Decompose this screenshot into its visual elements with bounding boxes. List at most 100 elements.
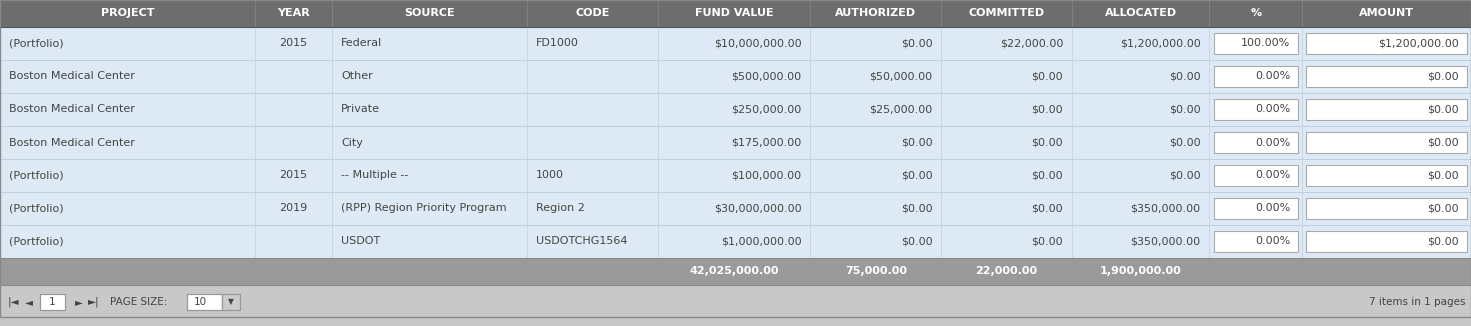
Bar: [1306, 165, 1467, 186]
Text: PAGE SIZE:: PAGE SIZE:: [110, 297, 168, 307]
Text: (Portfolio): (Portfolio): [9, 170, 63, 181]
Text: $0.00: $0.00: [1428, 71, 1459, 82]
Text: |◄: |◄: [7, 297, 19, 307]
Bar: [1306, 66, 1467, 87]
Text: $22,000.00: $22,000.00: [1000, 38, 1064, 49]
Text: $50,000.00: $50,000.00: [869, 71, 933, 82]
Text: (RPP) Region Priority Program: (RPP) Region Priority Program: [341, 203, 506, 214]
Text: ▼: ▼: [228, 298, 234, 306]
Text: $100,000.00: $100,000.00: [731, 170, 802, 181]
Text: $0.00: $0.00: [1428, 170, 1459, 181]
Bar: [0, 258, 1471, 285]
Bar: [40, 294, 65, 310]
Text: USDOT: USDOT: [341, 236, 380, 246]
Text: Boston Medical Center: Boston Medical Center: [9, 138, 135, 147]
Text: $0.00: $0.00: [900, 138, 933, 147]
Text: FUND VALUE: FUND VALUE: [694, 8, 774, 19]
Text: FD1000: FD1000: [535, 38, 578, 49]
Bar: [1214, 165, 1297, 186]
Text: 0.00%: 0.00%: [1255, 203, 1290, 214]
Text: PROJECT: PROJECT: [100, 8, 154, 19]
Text: $0.00: $0.00: [1031, 105, 1064, 114]
Text: Private: Private: [341, 105, 380, 114]
Bar: [0, 225, 1471, 258]
Bar: [1214, 132, 1297, 153]
Bar: [1214, 99, 1297, 120]
Text: $0.00: $0.00: [1031, 138, 1064, 147]
Text: Boston Medical Center: Boston Medical Center: [9, 105, 135, 114]
Bar: [1306, 99, 1467, 120]
Bar: [1306, 132, 1467, 153]
Text: Federal: Federal: [341, 38, 382, 49]
Bar: [0, 0, 1471, 27]
Bar: [1306, 231, 1467, 252]
Text: 0.00%: 0.00%: [1255, 236, 1290, 246]
Text: $25,000.00: $25,000.00: [869, 105, 933, 114]
Text: Boston Medical Center: Boston Medical Center: [9, 71, 135, 82]
Text: 22,000.00: 22,000.00: [975, 266, 1037, 276]
Bar: [0, 93, 1471, 126]
Text: $30,000,000.00: $30,000,000.00: [713, 203, 802, 214]
Text: $0.00: $0.00: [1428, 105, 1459, 114]
Text: 0.00%: 0.00%: [1255, 71, 1290, 82]
Text: 7 items in 1 pages: 7 items in 1 pages: [1368, 297, 1465, 307]
Text: $1,000,000.00: $1,000,000.00: [721, 236, 802, 246]
Text: $0.00: $0.00: [900, 236, 933, 246]
Bar: [0, 192, 1471, 225]
Text: $0.00: $0.00: [1169, 138, 1200, 147]
Text: USDOTCHG1564: USDOTCHG1564: [535, 236, 627, 246]
Text: 2015: 2015: [279, 38, 307, 49]
Text: 0.00%: 0.00%: [1255, 170, 1290, 181]
Text: 42,025,000.00: 42,025,000.00: [690, 266, 778, 276]
Text: 1: 1: [49, 297, 56, 307]
Bar: [1306, 198, 1467, 219]
Text: $0.00: $0.00: [1031, 203, 1064, 214]
Text: $0.00: $0.00: [1031, 236, 1064, 246]
Text: 1000: 1000: [535, 170, 563, 181]
Text: ►: ►: [75, 297, 82, 307]
Text: 0.00%: 0.00%: [1255, 105, 1290, 114]
Text: $1,200,000.00: $1,200,000.00: [1119, 38, 1200, 49]
Text: $500,000.00: $500,000.00: [731, 71, 802, 82]
Bar: [0, 159, 1471, 192]
Text: Region 2: Region 2: [535, 203, 584, 214]
Bar: [1214, 66, 1297, 87]
Text: SOURCE: SOURCE: [405, 8, 455, 19]
Text: (Portfolio): (Portfolio): [9, 203, 63, 214]
Text: 2019: 2019: [279, 203, 307, 214]
Text: %: %: [1250, 8, 1261, 19]
Text: $250,000.00: $250,000.00: [731, 105, 802, 114]
Text: $1,200,000.00: $1,200,000.00: [1378, 38, 1459, 49]
Text: (Portfolio): (Portfolio): [9, 38, 63, 49]
Text: AMOUNT: AMOUNT: [1359, 8, 1414, 19]
Text: $0.00: $0.00: [1169, 170, 1200, 181]
Text: YEAR: YEAR: [277, 8, 310, 19]
Text: 1,900,000.00: 1,900,000.00: [1100, 266, 1181, 276]
Text: 75,000.00: 75,000.00: [844, 266, 906, 276]
Text: ◄: ◄: [25, 297, 32, 307]
Text: AUTHORIZED: AUTHORIZED: [836, 8, 916, 19]
Text: CODE: CODE: [575, 8, 609, 19]
Bar: [0, 287, 1471, 317]
Text: 2015: 2015: [279, 170, 307, 181]
Text: $0.00: $0.00: [1428, 236, 1459, 246]
Bar: [0, 60, 1471, 93]
Text: Other: Other: [341, 71, 372, 82]
Text: $0.00: $0.00: [900, 38, 933, 49]
Bar: [1306, 33, 1467, 54]
Text: $0.00: $0.00: [1169, 71, 1200, 82]
Text: $0.00: $0.00: [1428, 138, 1459, 147]
Text: $0.00: $0.00: [1031, 170, 1064, 181]
Text: $0.00: $0.00: [1169, 105, 1200, 114]
Text: ►|: ►|: [88, 297, 100, 307]
Text: 10: 10: [194, 297, 207, 307]
Bar: [187, 294, 222, 310]
Text: $0.00: $0.00: [900, 203, 933, 214]
Text: 100.00%: 100.00%: [1242, 38, 1290, 49]
Text: City: City: [341, 138, 363, 147]
Text: $350,000.00: $350,000.00: [1131, 203, 1200, 214]
Bar: [1214, 198, 1297, 219]
Text: $175,000.00: $175,000.00: [731, 138, 802, 147]
Text: $350,000.00: $350,000.00: [1131, 236, 1200, 246]
Text: $0.00: $0.00: [1428, 203, 1459, 214]
